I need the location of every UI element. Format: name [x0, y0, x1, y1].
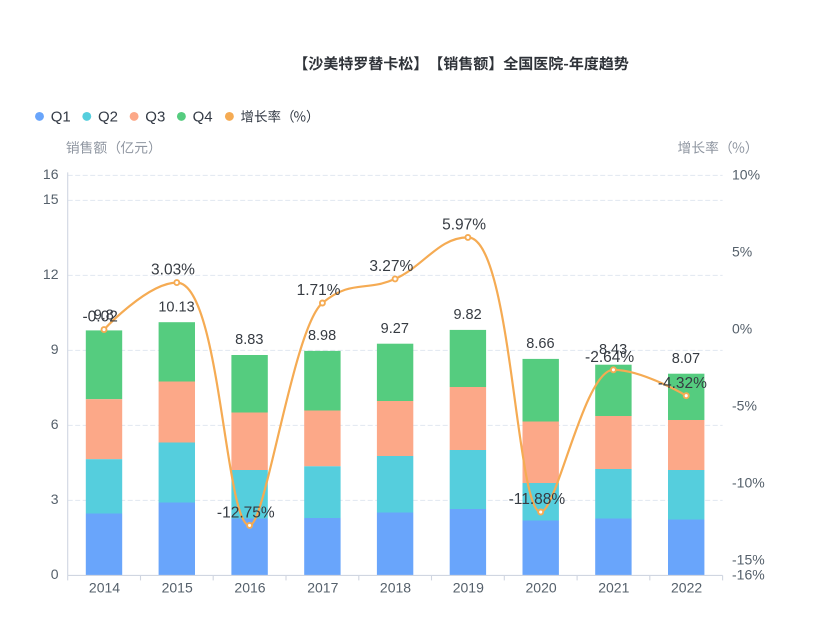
svg-text:2015: 2015 [162, 579, 193, 595]
svg-text:2022: 2022 [671, 579, 702, 595]
svg-text:16: 16 [43, 166, 59, 182]
svg-text:3.27%: 3.27% [369, 258, 413, 275]
svg-text:3: 3 [51, 491, 59, 507]
svg-text:9.8: 9.8 [94, 308, 114, 324]
svg-text:9: 9 [51, 341, 59, 357]
svg-text:-12.75%: -12.75% [217, 505, 275, 522]
svg-text:8.98: 8.98 [308, 328, 336, 344]
svg-text:2014: 2014 [89, 579, 120, 595]
svg-text:9.82: 9.82 [453, 307, 481, 323]
svg-text:8.07: 8.07 [672, 351, 700, 367]
svg-text:10.13: 10.13 [158, 299, 194, 315]
svg-text:12: 12 [43, 266, 59, 282]
svg-text:-2.64%: -2.64% [585, 349, 634, 366]
svg-text:5%: 5% [732, 244, 752, 260]
svg-text:Q1: Q1 [51, 109, 71, 126]
svg-text:2017: 2017 [307, 579, 338, 595]
svg-text:-10%: -10% [732, 474, 765, 490]
svg-text:2018: 2018 [380, 579, 411, 595]
svg-text:0%: 0% [732, 321, 752, 337]
svg-text:2016: 2016 [234, 579, 265, 595]
svg-text:10%: 10% [732, 167, 760, 183]
svg-text:Q4: Q4 [193, 109, 213, 126]
svg-text:Q2: Q2 [98, 109, 118, 126]
svg-text:15: 15 [43, 191, 59, 207]
svg-text:-4.32%: -4.32% [658, 375, 707, 392]
svg-text:0: 0 [51, 566, 59, 582]
svg-text:6: 6 [51, 416, 59, 432]
svg-text:2019: 2019 [453, 579, 484, 595]
svg-text:Q3: Q3 [145, 109, 165, 126]
svg-text:5.97%: 5.97% [442, 217, 486, 234]
svg-text:9.27: 9.27 [381, 321, 409, 337]
svg-text:2021: 2021 [598, 579, 629, 595]
svg-text:-5%: -5% [732, 398, 757, 414]
svg-text:1.71%: 1.71% [297, 282, 341, 299]
svg-text:3.03%: 3.03% [151, 262, 195, 279]
svg-text:2020: 2020 [526, 579, 557, 595]
svg-text:-15%: -15% [732, 551, 765, 567]
svg-text:-0.02: -0.02 [83, 309, 118, 326]
svg-text:-16%: -16% [732, 567, 765, 583]
svg-text:8.66: 8.66 [526, 336, 554, 352]
svg-text:-11.88%: -11.88% [509, 491, 566, 508]
svg-text:8.83: 8.83 [235, 332, 263, 348]
svg-text:8.43: 8.43 [599, 342, 627, 358]
